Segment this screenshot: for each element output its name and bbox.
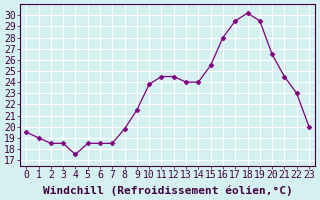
X-axis label: Windchill (Refroidissement éolien,°C): Windchill (Refroidissement éolien,°C) [43,185,292,196]
